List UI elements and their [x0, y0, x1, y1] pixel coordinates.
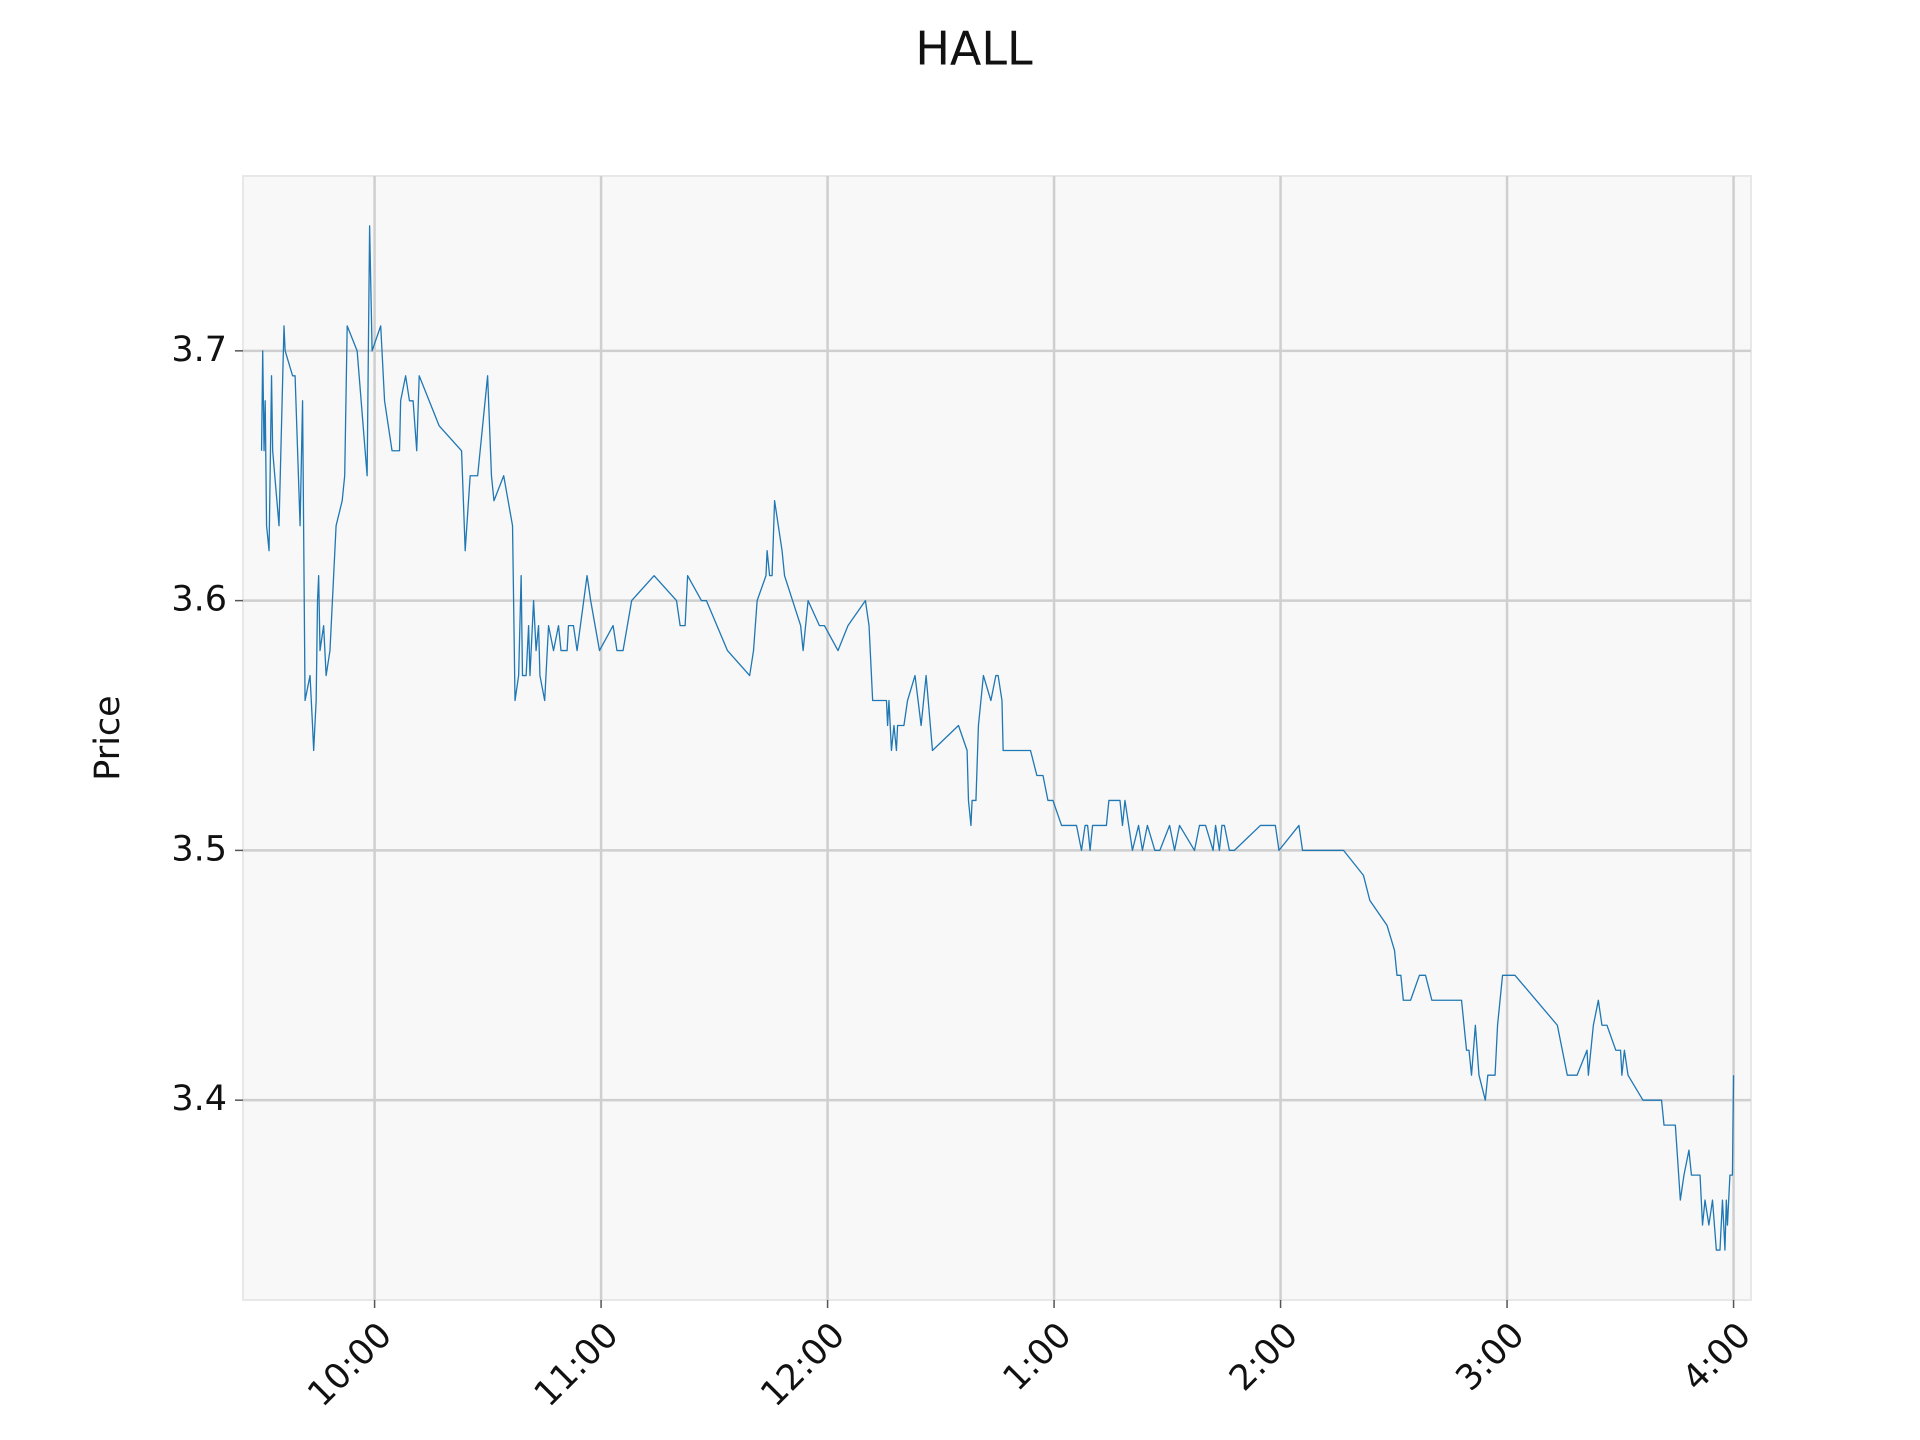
- x-tick-label: 2:00: [1222, 1315, 1306, 1399]
- x-tick-label: 12:00: [753, 1315, 853, 1415]
- x-tick-label: 3:00: [1449, 1315, 1533, 1399]
- price-line: [260, 225, 1735, 1251]
- y-tick-label: 3.4: [171, 1079, 227, 1119]
- plot-area: [242, 175, 1752, 1301]
- chart-title: HALL: [915, 22, 1033, 76]
- x-tick-label: 4:00: [1675, 1315, 1759, 1399]
- y-tick-label: 3.5: [171, 829, 227, 869]
- x-tick-label: 10:00: [300, 1315, 400, 1415]
- x-tick-label: 11:00: [527, 1315, 627, 1415]
- y-tick-label: 3.7: [171, 330, 227, 370]
- y-axis-label: Price: [88, 695, 128, 780]
- x-tick-label: 1:00: [996, 1315, 1080, 1399]
- y-tick-label: 3.6: [171, 580, 227, 620]
